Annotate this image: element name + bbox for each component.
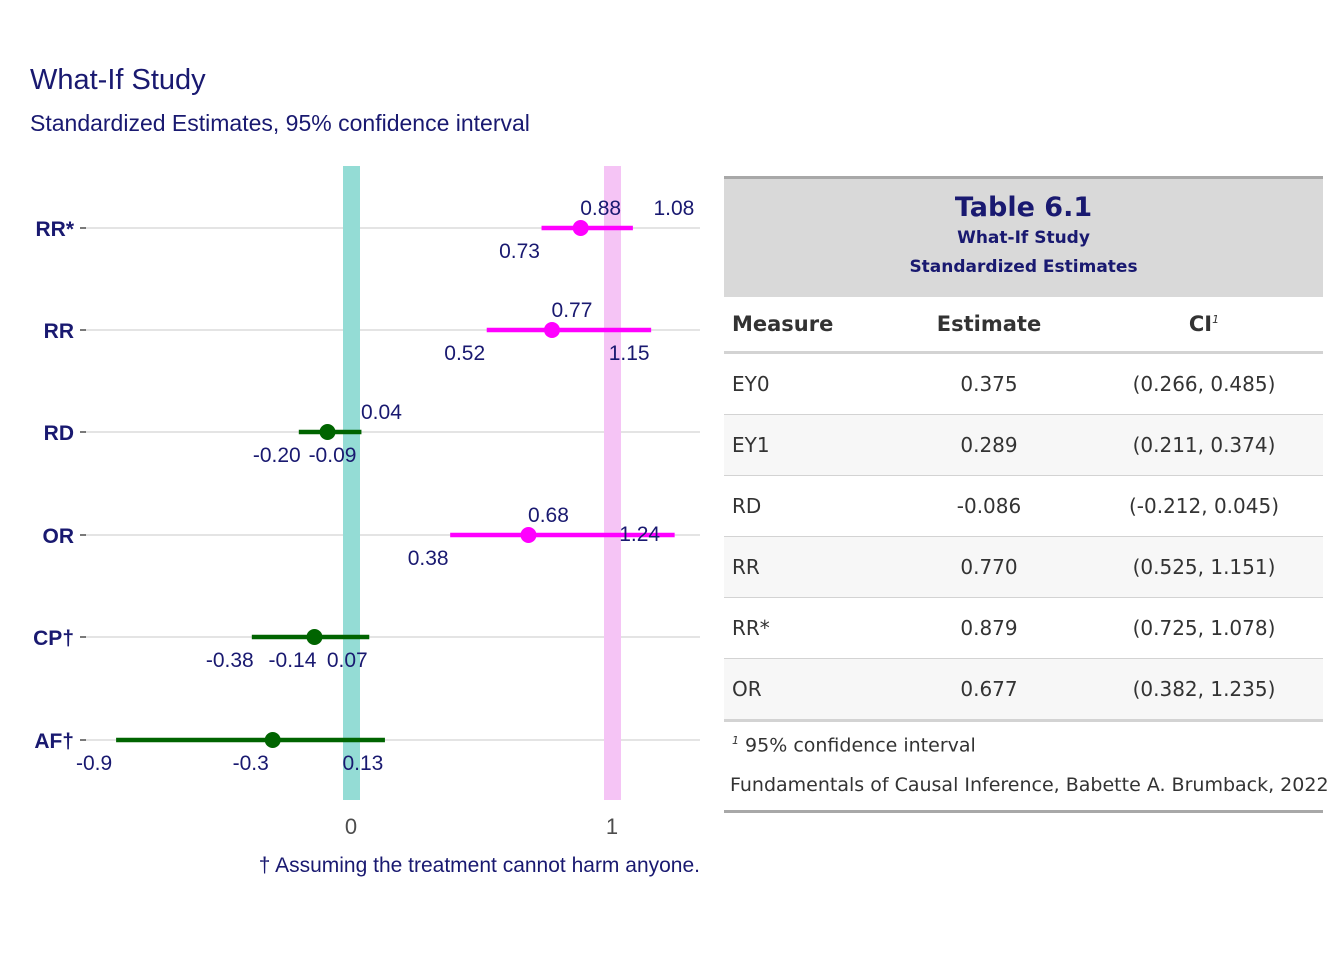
table-row: RD -0.086 (-0.212, 0.045)	[724, 475, 1323, 537]
x-tick-label: 0	[345, 814, 357, 839]
estimates-table: Measure Estimate CI1 EY0 0.375 (0.266, 0…	[724, 297, 1323, 722]
cell-estimate: 0.289	[893, 414, 1085, 476]
y-tick-label: RR*	[35, 218, 74, 241]
upper-label: 1.15	[609, 342, 650, 365]
cell-ci: (0.211, 0.374)	[1085, 414, 1323, 476]
estimate-point	[264, 732, 281, 748]
upper-label: 0.04	[361, 401, 402, 424]
cell-estimate: 0.375	[893, 352, 1085, 415]
chart-caption: † Assuming the treatment cannot harm any…	[259, 854, 700, 877]
table-source-note: Fundamentals of Causal Inference, Babett…	[724, 766, 1329, 813]
estimate-point	[520, 527, 537, 543]
cell-ci: (-0.212, 0.045)	[1085, 475, 1323, 537]
estimate-label: 0.68	[528, 504, 569, 527]
lower-label: -0.20	[253, 444, 301, 467]
column-header-estimate: Estimate	[893, 297, 1085, 354]
cell-ci: (0.382, 1.235)	[1085, 658, 1323, 722]
cell-estimate: -0.086	[893, 475, 1085, 537]
summary-table: Table 6.1 What-If Study Standardized Est…	[724, 176, 1329, 813]
footnote-text: 95% confidence interval	[745, 734, 976, 757]
forest-plot: RR* RR RD OR CP† AF† 0 1 0.73 0.88 1.08 0.52 0.77 1.1…	[33, 166, 700, 877]
table-subtitle-line: Standardized Estimates	[909, 257, 1138, 277]
y-tick-label: RD	[44, 422, 74, 445]
cell-measure: EY1	[724, 414, 893, 476]
estimate-point	[319, 424, 336, 440]
cell-estimate: 0.770	[893, 536, 1085, 598]
lower-label: -0.38	[206, 649, 254, 672]
x-tick-label: 1	[606, 814, 618, 839]
cell-ci: (0.725, 1.078)	[1085, 597, 1323, 659]
table-title: Table 6.1	[954, 192, 1093, 223]
table-footnote: 1 95% confidence interval	[724, 722, 1323, 766]
upper-label: 0.07	[327, 649, 368, 672]
table-header-band: Table 6.1 What-If Study Standardized Est…	[724, 176, 1323, 297]
column-header-measure: Measure	[724, 297, 893, 354]
cell-estimate: 0.677	[893, 658, 1085, 722]
footnote-mark: 1	[732, 734, 739, 747]
table-row: OR 0.677 (0.382, 1.235)	[724, 658, 1323, 722]
estimate-point	[572, 220, 589, 236]
upper-label: 0.13	[342, 752, 383, 775]
ci-header-label: CI	[1188, 312, 1213, 336]
estimate-label: 0.77	[552, 299, 593, 322]
cell-measure: RR	[724, 536, 893, 598]
table-row: EY1 0.289 (0.211, 0.374)	[724, 414, 1323, 476]
table-row: RR* 0.879 (0.725, 1.078)	[724, 597, 1323, 659]
y-tick-label: AF†	[34, 730, 74, 753]
lower-label: -0.9	[76, 752, 112, 775]
estimate-label: -0.14	[269, 649, 317, 672]
lower-label: 0.38	[408, 547, 449, 570]
cell-measure: RR*	[724, 597, 893, 659]
estimate-label: 0.88	[580, 197, 621, 220]
cell-ci: (0.525, 1.151)	[1085, 536, 1323, 598]
lower-label: 0.52	[444, 342, 485, 365]
lower-label: 0.73	[499, 240, 540, 263]
reference-band	[343, 166, 360, 800]
cell-estimate: 0.879	[893, 597, 1085, 659]
cell-measure: OR	[724, 658, 893, 722]
estimate-label: -0.09	[309, 444, 357, 467]
column-header-ci: CI1	[1085, 297, 1323, 354]
cell-ci: (0.266, 0.485)	[1085, 352, 1323, 415]
reference-band	[604, 166, 621, 800]
chart-title: What-If Study	[30, 64, 206, 96]
upper-label: 1.24	[619, 523, 660, 546]
chart-subtitle: Standardized Estimates, 95% confidence i…	[30, 110, 530, 136]
table-row: EY0 0.375 (0.266, 0.485)	[724, 352, 1323, 415]
estimate-point	[543, 322, 560, 338]
y-tick-label: OR	[43, 525, 75, 548]
upper-label: 1.08	[653, 197, 694, 220]
y-tick-label: CP†	[33, 627, 74, 650]
table-subtitle-line: What-If Study	[957, 228, 1090, 248]
table-row: RR 0.770 (0.525, 1.151)	[724, 536, 1323, 598]
estimate-point	[306, 629, 323, 645]
cell-measure: RD	[724, 475, 893, 537]
estimate-label: -0.3	[233, 752, 269, 775]
y-tick-label: RR	[44, 320, 74, 343]
cell-measure: EY0	[724, 352, 893, 415]
footnote-mark: 1	[1212, 313, 1220, 326]
